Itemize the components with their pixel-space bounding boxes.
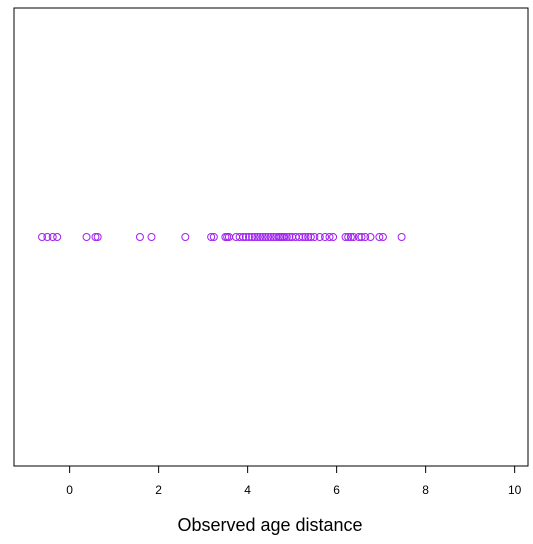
data-point <box>295 233 304 241</box>
data-point <box>344 233 353 241</box>
data-point <box>325 233 334 241</box>
data-point <box>256 233 265 241</box>
data-point <box>91 233 100 241</box>
data-point <box>298 233 307 241</box>
data-point <box>361 233 370 241</box>
data-point <box>253 233 262 241</box>
data-point <box>207 233 216 241</box>
data-point <box>82 233 91 241</box>
data-point <box>258 233 267 241</box>
data-point <box>301 233 310 241</box>
data-point <box>329 233 338 241</box>
data-point <box>349 233 358 241</box>
data-point <box>321 233 330 241</box>
data-point <box>366 233 375 241</box>
data-point <box>48 233 57 241</box>
x-tick-label: 2 <box>155 483 162 497</box>
data-point <box>244 233 253 241</box>
x-axis: 0 2 4 6 8 10 <box>66 466 522 497</box>
x-tick-label: 0 <box>66 483 73 497</box>
data-point <box>357 233 366 241</box>
data-point <box>261 233 270 241</box>
data-point <box>310 233 319 241</box>
data-point <box>93 233 102 241</box>
data-point <box>147 233 156 241</box>
data-point <box>264 233 273 241</box>
data-point <box>346 233 355 241</box>
x-tick-label: 6 <box>333 483 340 497</box>
data-point <box>354 233 363 241</box>
data-points <box>38 233 406 241</box>
data-point <box>250 233 259 241</box>
data-point <box>248 233 257 241</box>
data-point <box>378 233 387 241</box>
data-point <box>38 233 47 241</box>
data-point <box>239 233 248 241</box>
plot-frame <box>13 7 529 467</box>
data-point <box>315 233 324 241</box>
data-point <box>375 233 384 241</box>
x-tick-label: 8 <box>422 483 429 497</box>
data-point <box>304 233 313 241</box>
x-tick-label: 4 <box>244 483 251 497</box>
data-point <box>181 233 190 241</box>
x-tick-label: 10 <box>508 483 522 497</box>
data-point <box>341 233 350 241</box>
data-point <box>43 233 52 241</box>
x-axis-title: Observed age distance <box>177 515 362 535</box>
data-point <box>285 233 294 241</box>
data-point <box>282 233 291 241</box>
data-point <box>241 233 250 241</box>
data-point <box>209 233 218 241</box>
data-point <box>135 233 144 241</box>
data-point <box>53 233 62 241</box>
data-point <box>266 233 275 241</box>
data-point <box>306 233 315 241</box>
data-point <box>235 233 244 241</box>
data-point <box>397 233 406 241</box>
data-point <box>272 233 281 241</box>
data-point <box>280 233 289 241</box>
